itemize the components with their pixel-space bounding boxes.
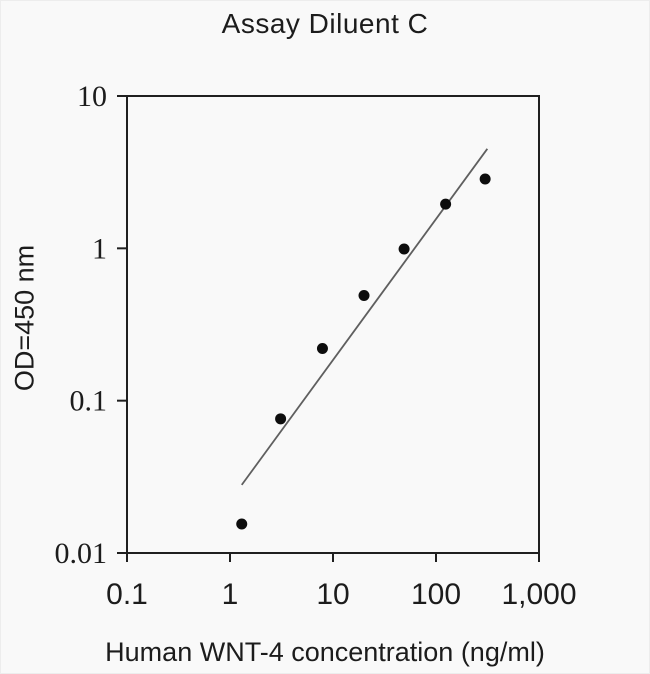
x-tick-label: 0.1 [106, 578, 148, 611]
plot-frame [126, 95, 540, 554]
y-tick-label: 0.1 [70, 385, 108, 418]
y-tick-label: 10 [77, 80, 107, 113]
x-tick-label: 1 [222, 578, 239, 611]
x-tick-label: 10 [316, 578, 349, 611]
data-point [236, 518, 248, 530]
data-point [316, 343, 328, 355]
x-tick-label: 100 [411, 578, 461, 611]
x-axis-title: Human WNT-4 concentration (ng/ml) [105, 637, 545, 667]
y-tick-label: 1 [92, 232, 107, 265]
x-tick-label: 1,000 [501, 578, 576, 611]
data-point [440, 198, 452, 210]
chart-title: Assay Diluent C [221, 8, 429, 39]
y-tick-label: 0.01 [55, 537, 108, 570]
data-point [358, 290, 370, 302]
trendline [241, 148, 489, 486]
data-point [398, 243, 410, 255]
data-point [275, 413, 287, 425]
data-point [479, 173, 491, 185]
